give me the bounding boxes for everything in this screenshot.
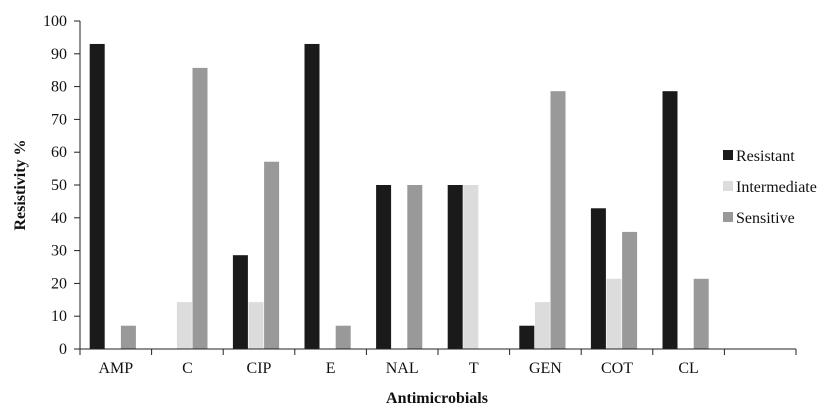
bar-intermediate-gen: [534, 302, 550, 349]
legend-label-resistant: Resistant: [736, 148, 795, 165]
y-tick-label: 100: [43, 13, 67, 30]
bar-sensitive-cip: [264, 161, 280, 349]
bar-sensitive-gen: [550, 91, 566, 349]
bar-intermediate-cot: [606, 278, 622, 349]
bar-sensitive-c: [192, 67, 208, 350]
y-tick-label: 0: [59, 341, 67, 358]
legend-swatch-intermediate: [723, 181, 733, 191]
y-tick-label: 50: [51, 177, 67, 194]
x-tick-label: T: [469, 360, 479, 377]
bar-resistant-cip: [232, 255, 248, 349]
x-tick-label: C: [182, 360, 193, 377]
y-tick-label: 40: [51, 210, 67, 227]
x-axis: AMP C CIP E NAL T GEN COT CL: [79, 349, 797, 377]
bar-intermediate-t: [463, 185, 479, 349]
y-tick-label: 30: [51, 243, 67, 260]
x-tick-label: E: [326, 360, 336, 377]
y-tick-label: 10: [51, 308, 67, 325]
legend-swatch-sensitive: [723, 212, 733, 222]
x-tick-label: AMP: [98, 360, 133, 377]
bar-resistant-t: [447, 185, 463, 349]
legend-label-sensitive: Sensitive: [736, 210, 795, 227]
bar-resistant-e: [304, 43, 320, 350]
y-axis-title: Resistivity %: [12, 139, 29, 230]
x-tick-label: GEN: [529, 360, 562, 377]
bar-resistant-nal: [376, 185, 392, 349]
x-tick-label: CIP: [247, 360, 272, 377]
x-tick-label: CL: [678, 360, 698, 377]
bar-sensitive-e: [335, 325, 351, 349]
bar-sensitive-amp: [120, 325, 136, 349]
y-tick-label: 20: [51, 275, 67, 292]
bar-resistant-amp: [89, 43, 105, 350]
bar-sensitive-nal: [407, 185, 423, 349]
x-tick-label: COT: [601, 360, 633, 377]
y-tick-label: 60: [51, 144, 67, 161]
legend-swatch-resistant: [723, 150, 733, 160]
legend-label-intermediate: Intermediate: [736, 179, 817, 196]
y-tick-label: 90: [51, 46, 67, 63]
y-tick-label: 70: [51, 111, 67, 128]
x-axis-title: Antimicrobials: [386, 390, 488, 407]
bar-sensitive-cl: [693, 278, 709, 349]
x-tick-label: NAL: [386, 360, 419, 377]
bar-sensitive-cot: [622, 231, 638, 349]
bar-resistant-gen: [519, 325, 535, 349]
legend: Resistant Intermediate Sensitive: [723, 148, 817, 227]
bar-intermediate-c: [176, 302, 192, 349]
bars: [89, 43, 709, 350]
y-axis: 0 10 20 30 40 50 60 70 80 90 100: [43, 13, 80, 358]
bar-intermediate-cip: [248, 302, 264, 349]
bar-resistant-cl: [662, 91, 678, 349]
bar-resistant-cot: [590, 208, 606, 349]
y-tick-label: 80: [51, 79, 67, 96]
